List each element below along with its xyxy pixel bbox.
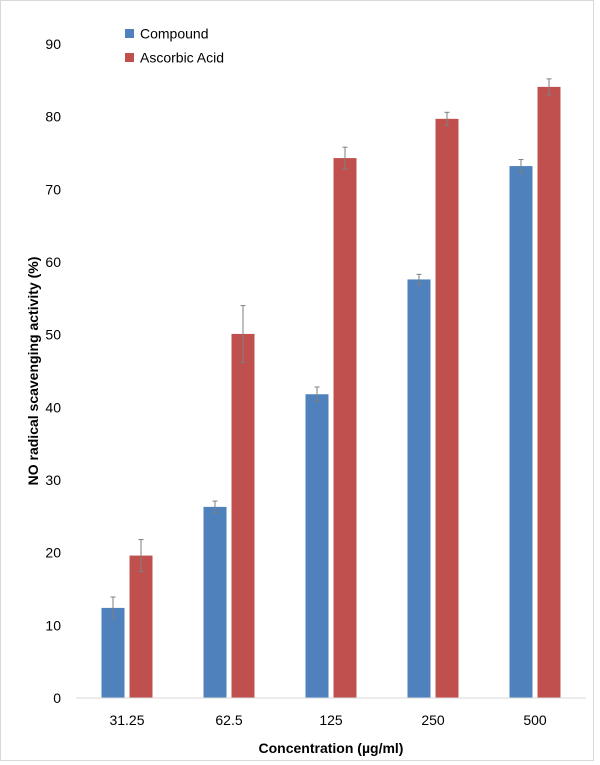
error-bar xyxy=(518,159,524,174)
y-tick-label: 60 xyxy=(45,254,61,270)
y-tick-label: 10 xyxy=(45,617,61,633)
legend-item: Compound xyxy=(125,26,209,42)
y-tick-label: 50 xyxy=(45,327,61,343)
legend-swatch xyxy=(125,29,134,38)
bar-ascorbic-acid-125 xyxy=(333,158,357,698)
error-bars-layer xyxy=(110,78,552,620)
legend-swatch xyxy=(125,53,134,62)
error-bar xyxy=(444,111,450,126)
bar-compound-125 xyxy=(305,394,329,698)
bar-compound-500 xyxy=(509,166,533,698)
x-tick-label: 125 xyxy=(319,712,343,728)
x-tick-label: 62.5 xyxy=(215,712,242,728)
y-tick-label: 0 xyxy=(53,690,61,706)
bar-compound-62.5 xyxy=(203,506,227,698)
bar-ascorbic-acid-31.25 xyxy=(129,555,153,698)
x-axis-ticks: 31.25 62.5 125 250 500 xyxy=(109,712,546,728)
y-tick-label: 40 xyxy=(45,399,61,415)
bar-compound-250 xyxy=(407,279,431,698)
legend-item: Ascorbic Acid xyxy=(125,50,224,66)
bars-layer xyxy=(101,86,561,698)
error-bar xyxy=(138,539,144,573)
y-tick-label: 80 xyxy=(45,109,61,125)
x-tick-label: 500 xyxy=(523,712,547,728)
legend-label: Compound xyxy=(140,26,209,42)
error-bar xyxy=(314,386,320,403)
error-bar xyxy=(240,305,246,363)
y-tick-label: 20 xyxy=(45,545,61,561)
y-axis-title: NO radical scavenging activity (%) xyxy=(25,257,41,486)
y-tick-label: 90 xyxy=(45,36,61,52)
error-bar xyxy=(546,78,552,96)
bar-ascorbic-acid-500 xyxy=(537,86,561,698)
bar-ascorbic-acid-62.5 xyxy=(231,333,255,698)
error-bar xyxy=(342,146,348,170)
bar-compound-31.25 xyxy=(101,607,125,698)
y-tick-label: 70 xyxy=(45,181,61,197)
error-bar xyxy=(212,500,218,514)
legend: Compound Ascorbic Acid xyxy=(125,26,224,66)
y-axis-ticks: 0 10 20 30 40 50 60 70 80 90 xyxy=(45,36,61,706)
x-tick-label: 250 xyxy=(421,712,445,728)
error-bar xyxy=(110,596,116,620)
x-tick-label: 31.25 xyxy=(109,712,144,728)
y-tick-label: 30 xyxy=(45,472,61,488)
bar-ascorbic-acid-250 xyxy=(435,118,459,698)
x-axis-title: Concentration (µg/ml) xyxy=(259,740,404,756)
error-bar xyxy=(416,273,422,286)
legend-label: Ascorbic Acid xyxy=(140,50,224,66)
